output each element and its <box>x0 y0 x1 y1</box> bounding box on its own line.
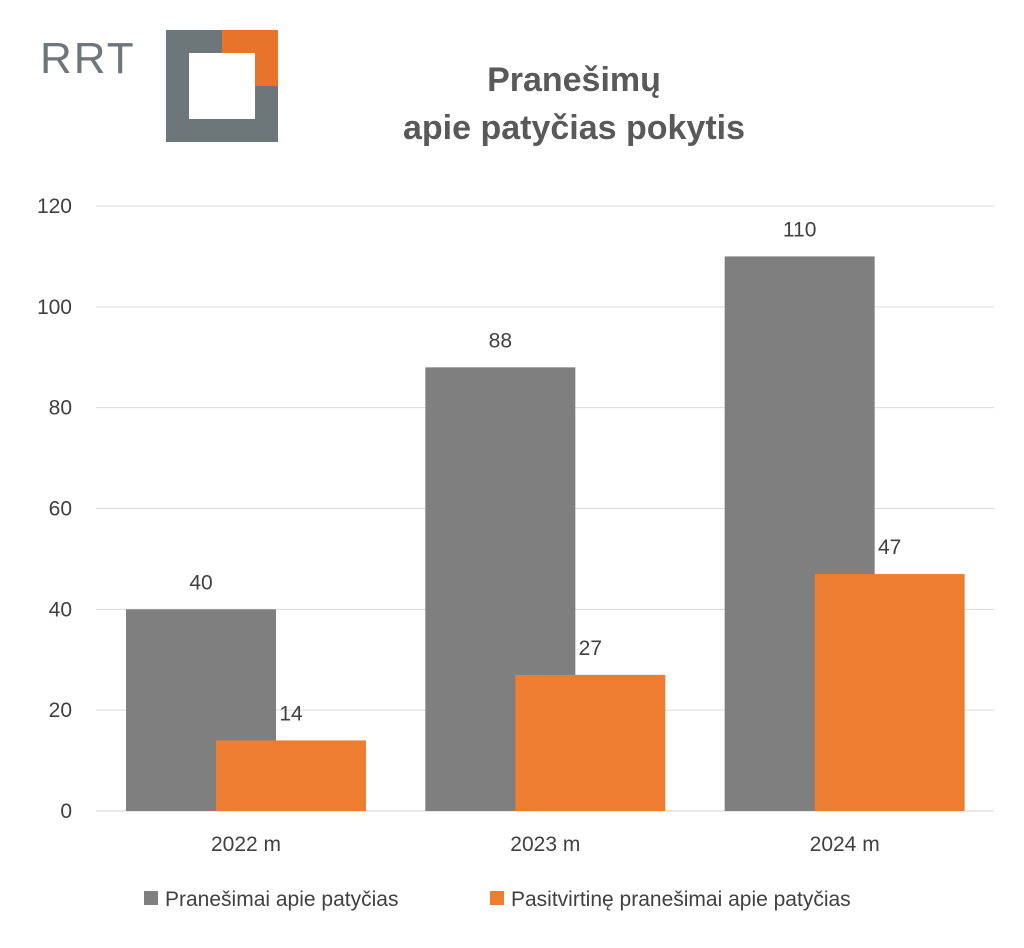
y-tick-label: 80 <box>49 397 72 420</box>
legend-swatch-confirmed-reports <box>490 891 504 905</box>
x-category-label: 2022 m <box>211 833 281 856</box>
rrt-logo: RRT <box>40 30 278 142</box>
y-tick-label: 40 <box>49 598 72 621</box>
logo-mark <box>166 30 278 142</box>
y-axis-ticks: 0 20 40 60 80 100 120 <box>37 195 72 823</box>
legend-label-reports: Pranešimai apie patyčias <box>165 888 398 911</box>
y-tick-label: 120 <box>37 195 72 218</box>
legend-label-confirmed-reports: Pasitvirtinę pranešimai apie patyčias <box>511 888 851 911</box>
legend-swatch-reports <box>144 891 158 905</box>
data-label: 40 <box>189 571 212 594</box>
logo-white-center <box>189 53 255 119</box>
y-tick-label: 20 <box>49 699 72 722</box>
data-label: 14 <box>279 702 303 725</box>
bar-confirmed-reports <box>515 674 666 811</box>
bar-confirmed-reports <box>814 574 965 811</box>
x-category-label: 2023 m <box>510 833 580 856</box>
y-tick-label: 60 <box>49 498 72 521</box>
bar-confirmed-reports <box>216 740 366 811</box>
bars <box>126 256 965 812</box>
chart-title-line-1: Pranešimų <box>487 61 661 99</box>
chart-title-line-2: apie patyčias pokytis <box>403 109 745 147</box>
legend: Pranešimai apie patyčias Pasitvirtinę pr… <box>144 888 851 911</box>
data-label: 27 <box>579 637 602 660</box>
y-tick-label: 100 <box>37 296 72 319</box>
y-tick-label: 0 <box>60 800 72 823</box>
data-label: 47 <box>878 536 901 559</box>
x-category-label: 2024 m <box>810 833 880 856</box>
data-label: 88 <box>489 329 512 352</box>
data-labels: 40 14 88 27 110 47 <box>189 218 901 725</box>
data-label: 110 <box>783 218 816 241</box>
x-axis-categories: 2022 m 2023 m 2024 m <box>211 833 880 856</box>
logo-text: RRT <box>40 34 136 83</box>
